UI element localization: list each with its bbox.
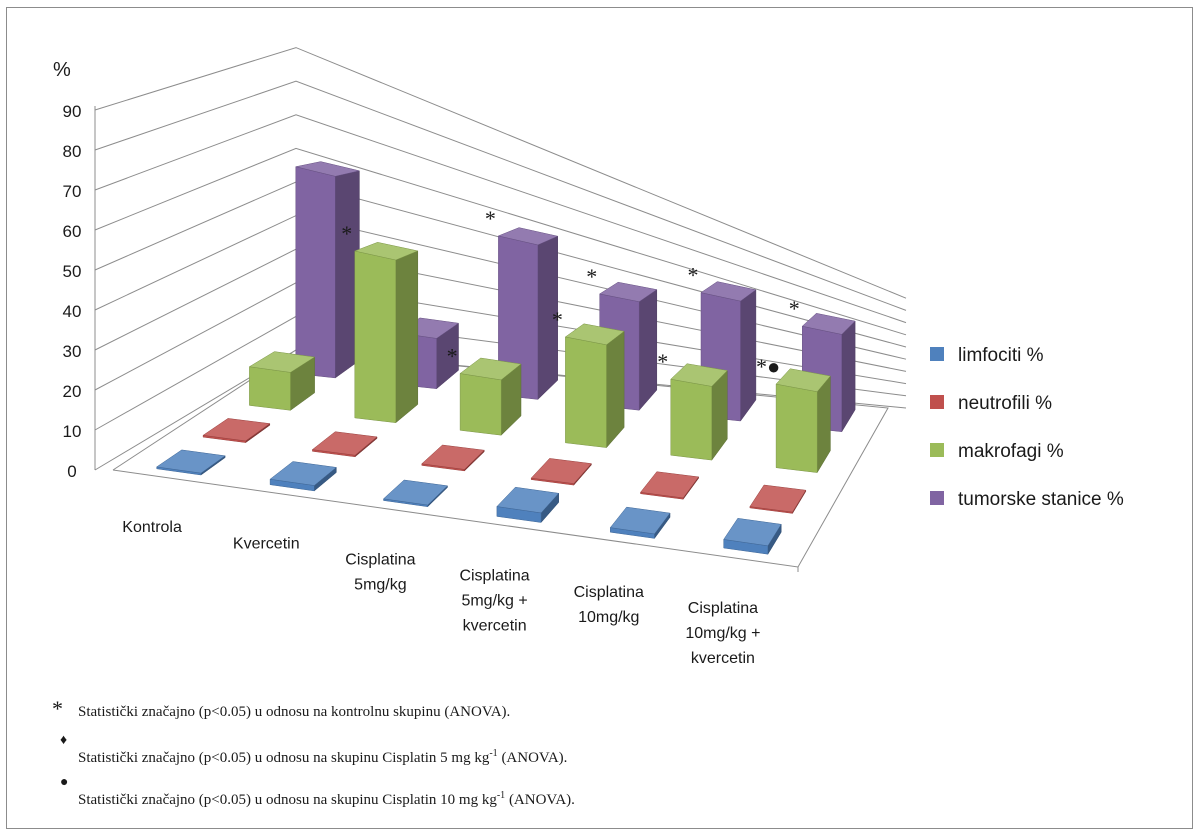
bar-top	[497, 227, 559, 246]
bar-top	[749, 484, 807, 513]
footnote-2-exponent: -1	[489, 748, 498, 759]
bar-top	[421, 444, 485, 470]
x-tick-label: 10mg/kg +	[685, 625, 760, 642]
chart-frame	[6, 7, 1193, 829]
legend-swatch	[930, 491, 944, 505]
significance-marker: *	[586, 264, 597, 289]
bar-top	[496, 486, 560, 514]
significance-marker: *	[789, 296, 800, 321]
significance-marker: *	[657, 349, 668, 374]
y-unit-label: %	[53, 59, 71, 81]
y-tick-label: 30	[63, 342, 82, 361]
bar-top	[382, 479, 449, 506]
x-tick-label: 10mg/kg	[578, 609, 639, 626]
x-tick-label: 5mg/kg	[354, 576, 406, 593]
bar-side	[740, 289, 757, 422]
bar	[670, 378, 713, 461]
bar-top	[295, 161, 360, 177]
bar	[459, 373, 502, 436]
gridline	[94, 114, 907, 324]
legend-label: neutrofili %	[958, 393, 1052, 414]
bar-top	[775, 368, 831, 392]
footnote-3: ● Statistički značajno (p<0.05) u odnosu…	[60, 776, 575, 809]
bar	[295, 166, 336, 379]
y-tick-label: 70	[63, 182, 82, 201]
bar-side	[638, 289, 658, 411]
x-tick-label: 5mg/kg +	[461, 593, 527, 610]
legend-label: limfociti %	[958, 345, 1044, 366]
footnote-2: ♦ Statistički značajno (p<0.05) u odnosu…	[60, 734, 568, 767]
gridline	[94, 147, 907, 336]
bar-top	[609, 506, 671, 535]
bar-top	[599, 281, 658, 302]
x-tick-label: Cisplatina	[459, 568, 529, 585]
chart-floor	[112, 349, 889, 568]
bar-side	[841, 320, 856, 433]
legend-label: makrofagi %	[958, 441, 1064, 462]
legend-swatch	[930, 395, 944, 409]
y-tick-label: 20	[63, 382, 82, 401]
footnote-3-tail: (ANOVA).	[505, 792, 575, 808]
bar-side	[395, 250, 419, 424]
footnote-1-text: Statistički značajno (p<0.05) u odnosu n…	[78, 704, 511, 720]
bar	[249, 366, 291, 411]
significance-marker: *	[552, 307, 563, 332]
bar-top	[311, 431, 378, 456]
bar-top	[801, 313, 856, 335]
footnote-3-text: Statistički značajno (p<0.05) u odnosu n…	[78, 792, 497, 808]
footnote-2-tail: (ANOVA).	[497, 750, 568, 766]
significance-marker: *	[447, 344, 458, 369]
gridline	[94, 80, 907, 311]
x-tick-label: Cisplatina	[345, 551, 415, 568]
bar-top	[156, 449, 226, 474]
bar	[565, 336, 607, 448]
footnote-2-text: Statistički značajno (p<0.05) u odnosu n…	[78, 750, 490, 766]
diamond-symbol: ♦	[60, 733, 68, 748]
bar-top	[459, 357, 522, 381]
y-tick-label: 10	[63, 422, 82, 441]
bar-side	[816, 375, 831, 474]
side-wall	[113, 45, 296, 470]
y-tick-label: 40	[63, 302, 82, 321]
bar-top	[723, 518, 782, 547]
bar-top	[640, 471, 700, 499]
footnote-3-exponent: -1	[496, 790, 506, 801]
bar-top	[202, 418, 271, 442]
bar	[354, 250, 397, 423]
y-tick-label: 50	[63, 262, 82, 281]
x-tick-label: Kvercetin	[233, 535, 300, 552]
footnote-1: * Statistički značajno (p<0.05) u odnosu…	[52, 698, 511, 721]
significance-marker: *●	[756, 354, 780, 379]
bar-top	[670, 363, 728, 387]
y-tick-label: 0	[67, 462, 76, 481]
bar-top	[269, 461, 337, 486]
bar-side	[606, 330, 625, 449]
bar-top	[530, 458, 592, 484]
significance-marker: *	[341, 221, 352, 246]
dot-symbol: ●	[60, 775, 69, 790]
x-tick-label: Cisplatina	[574, 584, 644, 601]
bar-top	[564, 323, 625, 346]
y-tick-label: 90	[63, 102, 82, 121]
x-tick-label: Kontrola	[122, 519, 182, 536]
x-tick-label: kvercetin	[463, 618, 527, 635]
bar	[775, 383, 818, 473]
bar-top	[248, 351, 316, 373]
legend-swatch	[930, 443, 944, 457]
gridline	[94, 47, 907, 299]
x-tick-label: kvercetin	[691, 650, 755, 667]
y-tick-label: 60	[63, 222, 82, 241]
y-tick-label: 80	[63, 142, 82, 161]
significance-marker: *	[485, 206, 496, 231]
bar-top	[353, 242, 419, 261]
legend-swatch	[930, 347, 944, 361]
bar-top	[700, 281, 757, 302]
legend-label: tumorske stanice %	[958, 489, 1124, 510]
asterisk-symbol: *	[52, 696, 63, 721]
x-tick-label: Cisplatina	[688, 600, 758, 617]
significance-marker: *	[687, 263, 698, 288]
